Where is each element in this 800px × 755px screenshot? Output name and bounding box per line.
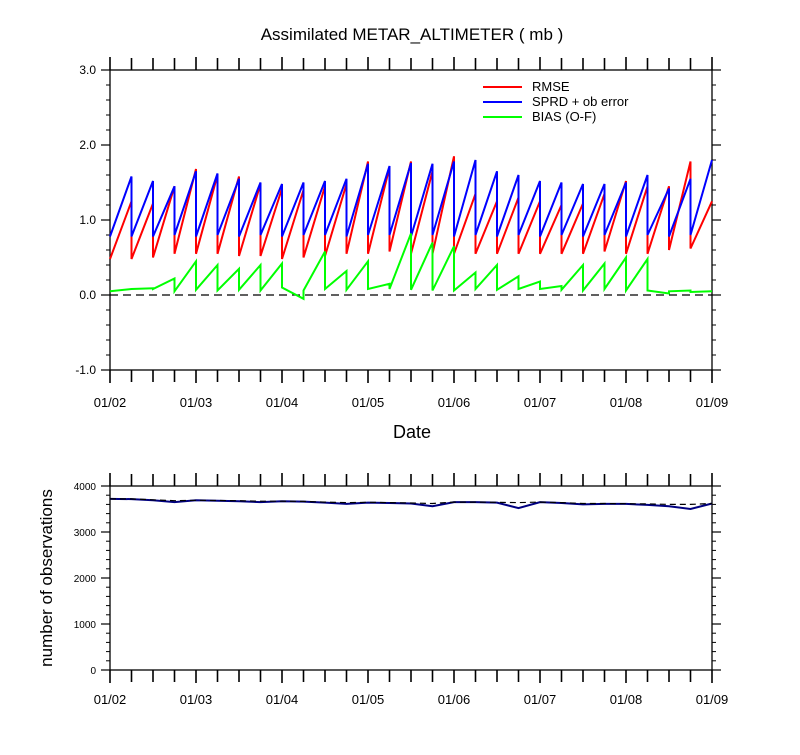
bottom-y-tick-label: 1000	[74, 620, 97, 631]
bottom-x-tick-label: 01/03	[180, 692, 213, 707]
bottom-x-tick-label: 01/08	[610, 692, 643, 707]
top-y-tick-label: 2.0	[79, 138, 96, 152]
legend: RMSE SPRD + ob error BIAS (O-F)	[483, 79, 629, 124]
top-x-tick-label: 01/08	[610, 395, 643, 410]
top-x-tick-label: 01/06	[438, 395, 471, 410]
legend-label-sprd: SPRD + ob error	[532, 94, 629, 109]
bottom-x-tick-label: 01/06	[438, 692, 471, 707]
legend-label-rmse: RMSE	[532, 79, 570, 94]
top-x-tick-label: 01/04	[266, 395, 299, 410]
legend-label-bias: BIAS (O-F)	[532, 109, 596, 124]
top-y-tick-label: 3.0	[79, 63, 96, 77]
bottom-y-tick-label: 0	[90, 666, 96, 677]
bottom-x-tick-label: 01/07	[524, 692, 557, 707]
bottom-x-tick-label: 01/02	[94, 692, 127, 707]
y-axis-label-observations: number of observations	[37, 489, 56, 667]
top-x-tick-label: 01/07	[524, 395, 557, 410]
chart-title: Assimilated METAR_ALTIMETER ( mb )	[261, 25, 564, 44]
bottom-x-tick-label: 01/04	[266, 692, 299, 707]
bottom-x-tick-label: 01/05	[352, 692, 385, 707]
top-y-tick-label: 0.0	[79, 288, 96, 302]
bottom-y-tick-label: 2000	[74, 574, 97, 585]
top-x-tick-label: 01/09	[696, 395, 729, 410]
sprd-line	[109, 159, 713, 237]
top-x-tick-label: 01/02	[94, 395, 127, 410]
bottom-y-tick-label: 4000	[74, 482, 97, 493]
bottom-plot-frame	[109, 485, 713, 671]
top-x-tick-label: 01/03	[180, 395, 213, 410]
x-axis-label: Date	[393, 422, 431, 442]
bottom-x-tick-label: 01/09	[696, 692, 729, 707]
bias-line	[109, 233, 713, 301]
observations-possible-line	[110, 498, 713, 505]
bottom-y-tick-label: 3000	[74, 528, 97, 539]
top-y-tick-label: -1.0	[75, 363, 96, 377]
top-x-tick-label: 01/05	[352, 395, 385, 410]
top-y-tick-label: 1.0	[79, 213, 96, 227]
